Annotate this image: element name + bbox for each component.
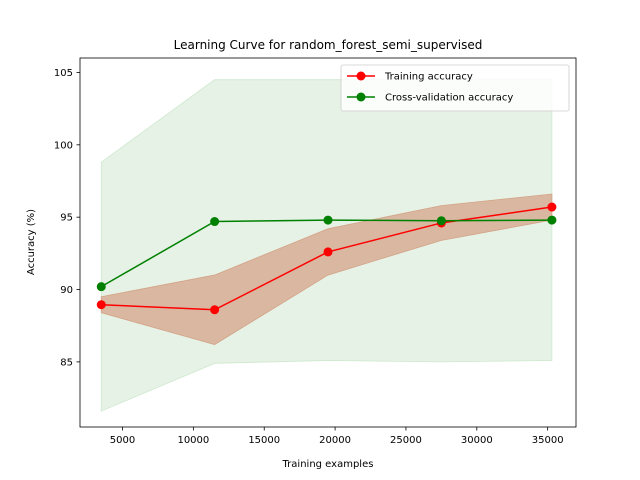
y-tick-label: 100 (54, 140, 73, 151)
legend-marker (356, 71, 366, 81)
point-series-1-2 (210, 305, 220, 315)
point-series-2-1 (96, 282, 106, 292)
legend: Training accuracy Cross-validation accura… (340, 64, 570, 112)
y-tick-label: 85 (60, 357, 73, 368)
legend-marker (356, 92, 366, 102)
x-tick-label: 30000 (461, 435, 493, 446)
point-series-2-5 (547, 215, 557, 225)
y-axis-label: Accuracy (%) (26, 209, 37, 275)
legend-label: Training accuracy (384, 72, 473, 83)
x-tick-label: 5000 (110, 435, 135, 446)
y-tick-label: 90 (60, 285, 73, 296)
x-tick-label: 25000 (390, 435, 422, 446)
point-series-2-4 (436, 216, 446, 226)
x-tick-label: 35000 (532, 435, 564, 446)
y-tick-label: 105 (54, 68, 73, 79)
point-series-2-2 (210, 217, 220, 227)
legend-box (340, 64, 570, 112)
point-series-2-3 (323, 215, 333, 225)
plot-area-frame (79, 57, 577, 428)
confidence-bands (100, 79, 553, 412)
point-series-1-1 (96, 300, 106, 310)
x-tick-label: 20000 (319, 435, 351, 446)
y-tick-label: 95 (60, 213, 73, 224)
x-tick-label: 15000 (248, 435, 280, 446)
point-series-1-3 (323, 247, 333, 257)
y-axis-ticks: 85 90 95 100 105 (54, 68, 80, 368)
series-points (96, 202, 557, 315)
point-series-1-5 (547, 202, 557, 212)
x-axis-ticks: 5000 10000 15000 20000 25000 30000 35000 (110, 427, 564, 446)
chart-title: Learning Curve for random_forest_semi_su… (174, 38, 483, 52)
x-tick-label: 10000 (177, 435, 209, 446)
legend-label: Cross-validation accuracy (385, 93, 513, 104)
x-axis-label: Training examples (282, 459, 374, 470)
